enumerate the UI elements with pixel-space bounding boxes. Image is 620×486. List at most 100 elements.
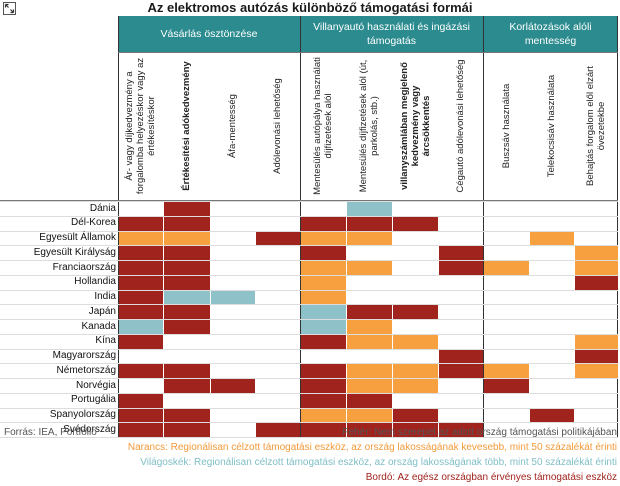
table-cell <box>211 291 255 304</box>
group-separator <box>617 16 618 437</box>
row-gridline <box>0 393 618 394</box>
table-cell <box>484 261 529 275</box>
table-cell <box>301 291 346 304</box>
row-gridline <box>0 231 618 232</box>
table-cell <box>119 305 163 319</box>
column-group-label: Korlátozások alóli mentesség <box>509 21 592 47</box>
table-cell <box>164 217 210 231</box>
table-cell <box>119 394 163 408</box>
column-header: Buszsáv használata <box>500 83 512 169</box>
column-header: Ár- vagy díjkedvezmény a forgalomba hely… <box>124 57 157 195</box>
row-label: Hollandia <box>74 276 116 287</box>
table-cell <box>119 320 163 334</box>
table-cell <box>301 409 346 422</box>
table-cell <box>575 246 618 260</box>
table-cell <box>347 305 392 319</box>
table-cell <box>439 423 483 437</box>
table-cell <box>393 364 438 378</box>
row-gridline <box>0 319 618 320</box>
group-header-bar <box>118 16 618 52</box>
group-separator <box>483 16 484 437</box>
table-cell <box>575 350 618 363</box>
table-cell <box>347 423 392 437</box>
table-cell <box>347 364 392 378</box>
table-cell <box>119 423 163 437</box>
row-gridline <box>0 422 618 423</box>
table-cell <box>119 217 163 231</box>
row-gridline <box>0 363 618 364</box>
table-cell <box>301 305 346 319</box>
column-header: Áfa-mentesség <box>227 94 238 158</box>
group-separator <box>300 16 301 437</box>
table-cell <box>301 232 346 245</box>
table-cell <box>301 364 346 378</box>
row-label: Egyesült Királyság <box>33 247 116 258</box>
table-cell <box>164 423 210 437</box>
table-cell <box>119 261 163 275</box>
row-gridline <box>0 304 618 305</box>
table-cell <box>347 409 392 422</box>
table-cell <box>164 320 210 334</box>
table-cell <box>347 232 392 245</box>
table-cell <box>164 261 210 275</box>
row-label: Kanada <box>81 321 116 332</box>
row-gridline <box>0 216 618 217</box>
row-gridline <box>0 290 618 291</box>
table-cell <box>301 379 346 393</box>
table-cell <box>119 246 163 260</box>
row-label: Svédország <box>63 424 116 435</box>
row-label: Dánia <box>89 203 116 214</box>
table-cell <box>164 379 210 393</box>
table-cell <box>393 305 438 319</box>
table-cell <box>301 394 346 408</box>
table-cell <box>393 409 438 422</box>
table-cell <box>393 379 438 393</box>
table-cell <box>211 379 255 393</box>
row-gridline <box>0 275 618 276</box>
table-cell <box>119 276 163 290</box>
table-cell <box>439 261 483 275</box>
column-header: Mentesülés díjfizetések alól (út, parkol… <box>358 59 380 193</box>
header-bottom-line <box>118 52 618 53</box>
table-cell <box>575 276 618 290</box>
table-cell <box>301 423 346 437</box>
legend-bordo: Bordó: Az egész országban érvényes támog… <box>365 472 617 483</box>
column-group-label: Vásárlás ösztönzése <box>160 28 258 40</box>
row-gridline <box>0 408 618 409</box>
table-cell <box>575 335 618 349</box>
table-cell <box>530 409 574 422</box>
column-header: Telekocsisáv használata <box>546 74 557 178</box>
row-label: Németország <box>56 365 116 376</box>
table-cell <box>164 232 210 245</box>
table-cell <box>347 320 392 334</box>
group-separator <box>118 16 119 437</box>
table-cell <box>256 232 300 245</box>
table-cell <box>347 202 392 216</box>
table-cell <box>119 291 163 304</box>
column-header: Cégautó adólevonási lehetőség <box>455 59 466 193</box>
expand-arrows-icon[interactable] <box>3 2 16 15</box>
table-cell <box>164 305 210 319</box>
table-cell <box>301 276 346 290</box>
header-divider-line <box>0 200 618 201</box>
table-cell <box>256 423 300 437</box>
table-cell <box>119 335 163 349</box>
table-cell <box>119 364 163 378</box>
row-label: Egyesült Államok <box>39 232 116 243</box>
row-gridline <box>0 260 618 261</box>
row-gridline <box>0 437 618 438</box>
table-cell <box>347 379 392 393</box>
table-cell <box>347 261 392 275</box>
row-label: Kína <box>95 335 116 346</box>
row-label: Norvégia <box>75 380 116 391</box>
table-cell <box>393 423 438 437</box>
legend-white: Fehér: Nem szerepel az adott ország támo… <box>342 427 617 438</box>
row-label: Japán <box>88 306 116 317</box>
row-label: India <box>94 291 116 302</box>
table-cell <box>119 409 163 422</box>
legend-orange: Narancs: Regionálisan célzott támogatási… <box>127 442 617 453</box>
table-cell <box>301 217 346 231</box>
row-gridline <box>0 378 618 379</box>
table-cell <box>164 276 210 290</box>
table-cell <box>164 364 210 378</box>
